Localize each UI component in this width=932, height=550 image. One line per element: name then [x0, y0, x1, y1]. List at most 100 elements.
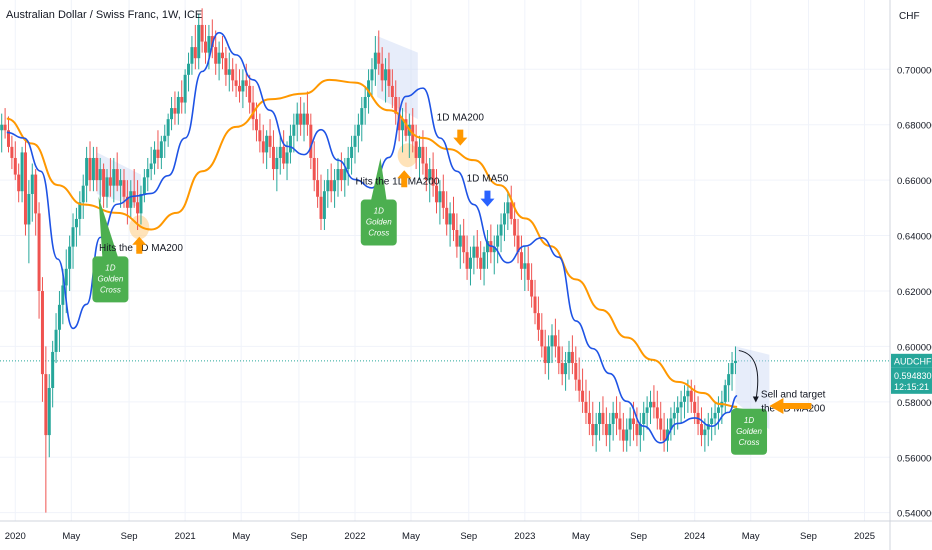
candle-body [115, 169, 119, 186]
candle-body [163, 135, 167, 142]
candle-body [153, 149, 157, 164]
golden-cross-text: Golden [366, 218, 392, 227]
candle-body [156, 149, 160, 158]
candle-body [370, 69, 374, 81]
x-tick-label: May [232, 531, 250, 542]
candle-body [414, 141, 418, 158]
candle-body [710, 418, 714, 425]
annotations: 1D Golden Cross 1D Golden Cross 1D Golden Cross H… [92, 113, 826, 455]
candle-body [472, 246, 476, 258]
candle-body [173, 108, 177, 114]
currency-label: CHF [899, 11, 920, 22]
candle-body [577, 379, 581, 391]
candle-body [502, 213, 506, 225]
candle-body [465, 252, 469, 269]
candle-body [271, 146, 275, 170]
candle-body [30, 174, 34, 194]
candle-body [241, 80, 245, 92]
candle-body [703, 429, 707, 436]
candle-body [601, 412, 605, 425]
candle-body [404, 119, 408, 136]
candle-body [285, 152, 289, 164]
candle-body [662, 429, 666, 441]
candle-body [27, 193, 31, 225]
candle-body [47, 387, 51, 436]
candle-body [625, 429, 629, 441]
candle-body [119, 180, 123, 186]
golden-cross-text: 1D [744, 416, 754, 425]
candle-body [659, 418, 663, 430]
candle-body [166, 119, 170, 136]
candle-body [40, 290, 44, 375]
candle-body [516, 235, 520, 253]
ma200-line [6, 78, 738, 408]
x-tick-label: May [402, 531, 420, 542]
candle-body [649, 401, 653, 408]
candle-body [200, 24, 204, 42]
candle-body [350, 146, 354, 158]
candle-body [509, 202, 513, 219]
candle-body [10, 146, 14, 158]
ma50-line [6, 31, 738, 444]
x-tick-label: Sep [121, 531, 138, 542]
annotation-text: 1D MA200 [437, 113, 485, 124]
candle-body [462, 235, 466, 253]
candle-body [506, 202, 510, 214]
candle-body [193, 47, 197, 59]
price-badge-symbol-bg [891, 353, 932, 368]
candle-body [265, 135, 269, 153]
channels [96, 36, 770, 430]
candle-body [98, 169, 102, 181]
candle-body [587, 412, 591, 425]
candle-body [540, 329, 544, 347]
candle-body [645, 407, 649, 413]
candle-body [604, 424, 608, 436]
candle-body [669, 418, 673, 430]
candle-body [455, 230, 459, 247]
x-tick-label: Sep [800, 531, 817, 542]
candle-body [295, 113, 299, 125]
candle-body [492, 246, 496, 253]
down-arrow-orange [453, 129, 468, 146]
candle-body [451, 213, 455, 231]
candle-body [584, 401, 588, 413]
candle-body [384, 69, 388, 81]
candle-body [713, 412, 717, 419]
candle-body [655, 407, 659, 419]
candle-body [530, 279, 534, 297]
candle-body [183, 74, 187, 103]
candle-body [85, 157, 89, 186]
candle-body [37, 213, 41, 291]
candle-body [105, 177, 109, 197]
up-arrow [397, 170, 412, 188]
candle-body [699, 424, 703, 436]
candle-body [733, 360, 737, 364]
golden-cross-label [731, 408, 768, 455]
x-tick-label: 2024 [684, 531, 705, 542]
up-arrow [132, 236, 147, 254]
candle-body [479, 257, 483, 269]
candle-body [288, 135, 292, 153]
candle-body [615, 412, 619, 419]
candle-body [224, 58, 228, 75]
candle-body [543, 346, 547, 364]
candle-body [533, 296, 537, 314]
candle-body [17, 174, 21, 192]
candle-body [363, 96, 367, 109]
candle-body [258, 130, 262, 142]
candle-body [574, 363, 578, 380]
candle-body [428, 169, 432, 181]
candle-body [686, 390, 690, 397]
candle-body [353, 135, 357, 147]
candle-body [560, 363, 564, 375]
projection-arrowhead [752, 396, 759, 403]
chart-title: Australian Dollar / Swiss Franc, 1W, ICE [6, 9, 203, 21]
candle-body [424, 163, 428, 181]
moving-averages [6, 31, 738, 444]
candle-body [689, 390, 693, 402]
candle-body [122, 180, 126, 197]
golden-cross-pointer [370, 157, 387, 202]
x-tick-label: 2023 [514, 531, 535, 542]
